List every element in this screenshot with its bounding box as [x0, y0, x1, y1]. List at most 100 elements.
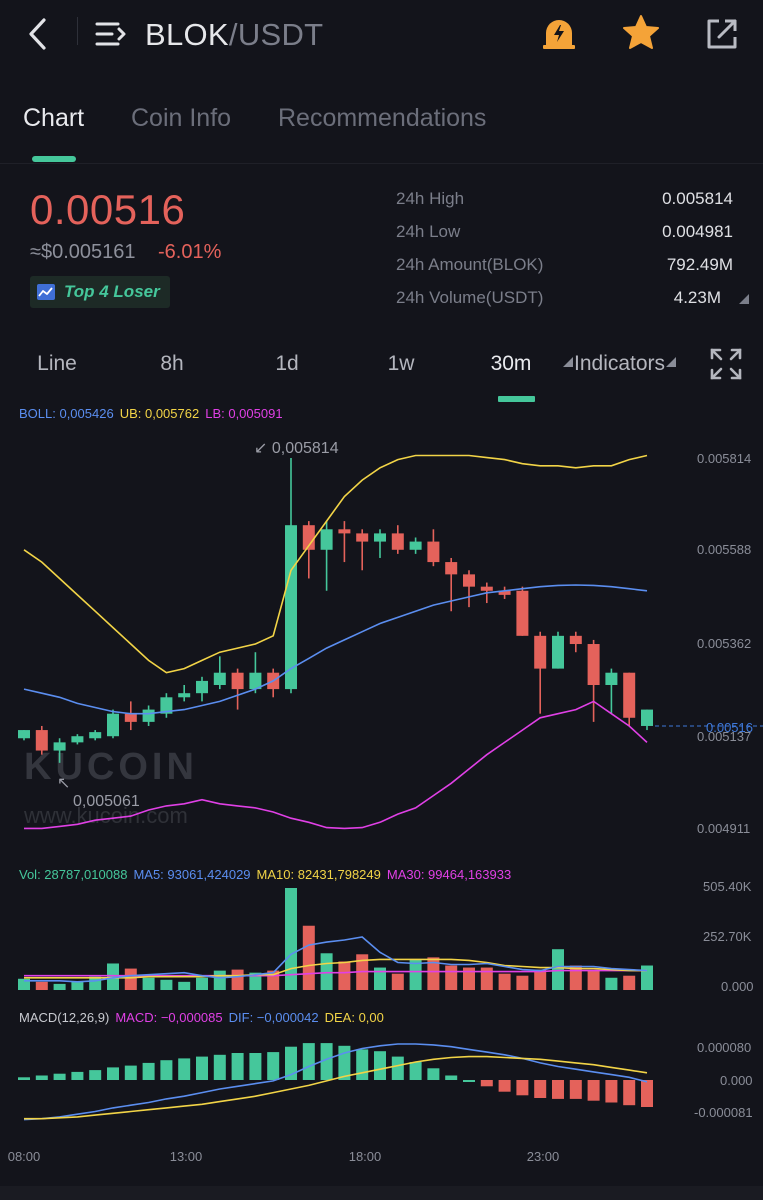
macd-bar: [231, 1053, 244, 1080]
time-axis-label: 08:00: [7, 1149, 41, 1164]
candle-body: [89, 732, 102, 739]
vol-axis-label: 252.70K: [703, 929, 752, 944]
volume-bar: [463, 967, 475, 990]
badge-label: Top 4 Loser: [64, 282, 160, 301]
candle-body: [142, 709, 155, 722]
interval-bar: Line 8h 1d 1w 30m Indicators: [0, 340, 763, 402]
alert-icon: [543, 20, 575, 49]
volume-bar: [374, 967, 386, 990]
volume-bar: [249, 972, 262, 990]
candle-body: [231, 672, 244, 690]
macd-bar: [320, 1043, 333, 1080]
vol-ma10-line: [24, 958, 647, 979]
star-icon: [623, 15, 659, 49]
interval-line[interactable]: Line: [37, 352, 77, 375]
pair-title: BLOK/USDT: [145, 17, 323, 53]
macd-legend: MACD(12,26,9) MACD: −0,000085 DIF: −0,0000…: [19, 1010, 390, 1025]
share-icon: [707, 19, 737, 49]
boll-legend-ub: UB: 0,005762: [119, 406, 200, 421]
indicators-button[interactable]: Indicators: [562, 352, 677, 376]
volume-bar: [213, 970, 226, 990]
volume-bar: [320, 953, 333, 990]
volume-bar: [498, 973, 511, 990]
macd-bar: [267, 1052, 280, 1080]
candle-body: [498, 590, 511, 595]
price-alert-button[interactable]: [540, 14, 578, 52]
caret-right-icon: [666, 357, 677, 367]
volume-bar: [18, 978, 30, 990]
candle-body: [427, 541, 440, 563]
interval-1d[interactable]: 1d: [275, 352, 299, 375]
vol-ma30-line: [24, 969, 647, 977]
interval-1w[interactable]: 1w: [387, 352, 415, 375]
loser-badge[interactable]: Top 4 Loser: [30, 276, 170, 308]
candle-body: [463, 574, 475, 587]
candle-body: [196, 680, 208, 694]
macd-bar: [89, 1070, 102, 1080]
volume-bar: [53, 983, 66, 990]
candle-body: [374, 533, 386, 542]
candle-body: [409, 541, 422, 550]
share-button[interactable]: [704, 16, 740, 52]
macd-bar: [107, 1067, 119, 1080]
volume-bar: [641, 965, 653, 990]
macd-bar: [463, 1080, 475, 1082]
macd-bar: [374, 1051, 386, 1080]
macd-bar: [552, 1080, 564, 1099]
back-button[interactable]: [22, 14, 56, 54]
vol-axis-label: 0.000: [721, 979, 754, 994]
macd-legend-dea: DEA: 0,00: [324, 1010, 384, 1025]
volume-bar: [391, 973, 404, 990]
vol-legend: Vol: 28787,010088 MA5: 93061,424029 MA10: …: [19, 867, 517, 882]
volume-bar: [142, 977, 155, 990]
candle-body: [285, 525, 297, 690]
candle-body: [160, 697, 173, 714]
macd-bar: [142, 1062, 155, 1080]
tabs-divider: [0, 163, 763, 164]
trend-chart-icon: [37, 284, 55, 300]
volume-bar: [605, 977, 618, 990]
macd-bar: [534, 1080, 547, 1098]
pair-menu-button[interactable]: [94, 18, 128, 50]
boll-legend: BOLL: 0,005426 UB: 0,005762 LB: 0,005091: [19, 406, 289, 421]
fiat-price: ≈$0.005161: [30, 241, 136, 263]
volume-bar: [338, 961, 351, 990]
macd-bar: [427, 1068, 440, 1080]
macd-bar: [338, 1045, 351, 1080]
stat-value-volume: 4.23M: [673, 288, 721, 307]
active-interval-indicator: [498, 396, 535, 402]
macd-bar: [356, 1049, 369, 1080]
macd-dea-line: [24, 1055, 648, 1120]
volume-bar: [445, 965, 458, 990]
bottom-strip: [0, 1186, 763, 1200]
macd-bar: [480, 1080, 493, 1087]
macd-bar: [213, 1054, 226, 1080]
favorite-button[interactable]: [620, 13, 662, 53]
candle-body: [552, 635, 564, 669]
macd-axis-label: 0.000080: [697, 1040, 752, 1055]
tab-chart[interactable]: Chart: [23, 104, 85, 132]
tab-recommendations[interactable]: Recommendations: [278, 104, 487, 132]
candle-body: [516, 590, 529, 636]
volume-bar: [71, 981, 84, 990]
price-axis-label: 0.005814: [697, 451, 752, 466]
macd-bar: [196, 1056, 208, 1080]
interval-8h[interactable]: 8h: [160, 352, 184, 375]
volume-bar: [569, 965, 582, 990]
macd-bar: [587, 1080, 600, 1101]
macd-bar: [641, 1080, 653, 1107]
candle-body: [445, 562, 458, 575]
volume-bar: [267, 970, 280, 990]
macd-bar: [18, 1077, 30, 1080]
interval-30m[interactable]: 30m: [490, 352, 532, 375]
tab-coin-info[interactable]: Coin Info: [131, 104, 232, 132]
vol-ma5-line: [24, 936, 648, 983]
vol-legend-vol: Vol: 28787,010088: [19, 867, 128, 882]
fullscreen-button[interactable]: [709, 347, 743, 381]
pair-base: BLOK: [145, 17, 229, 52]
price-axis-label: 0.005137: [697, 729, 752, 744]
candle-body: [641, 709, 653, 726]
candle-body: [534, 635, 547, 669]
boll-legend-lb: LB: 0,005091: [205, 406, 283, 421]
macd-bar: [124, 1065, 137, 1080]
